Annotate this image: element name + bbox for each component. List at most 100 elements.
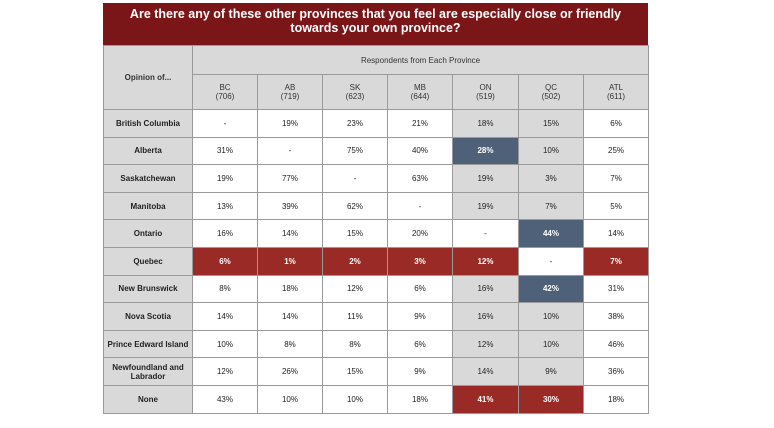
table-cell: 18%	[452, 109, 519, 138]
column-sample-size: (623)	[345, 92, 365, 101]
table-cell: 14%	[452, 357, 519, 386]
table-cell: 15%	[518, 109, 584, 138]
table-cell: 7%	[518, 191, 584, 221]
table-cell: 5%	[582, 191, 650, 221]
table-cell: 19%	[257, 109, 323, 138]
table-cell: 3%	[518, 164, 584, 193]
title-line-1: Are there any of these other provinces t…	[129, 7, 622, 21]
column-code: BC	[219, 83, 231, 92]
table-cell: 75%	[322, 136, 388, 166]
table-row: Quebec 6% 1% 2% 3% 12% -7%	[103, 246, 650, 276]
table-cell: 14%	[192, 302, 258, 331]
column-header-row: BC (706) AB (719) SK (623) MB (644) ON (519) QC (50…	[104, 74, 650, 110]
table-cell: 30%	[518, 384, 584, 414]
table-row: Nova Scotia 14% 14% 11% 9% 16% 10% 38%	[103, 302, 650, 331]
table-cell: 12%	[322, 274, 388, 304]
table-cell: -	[387, 191, 453, 221]
table-cell: 8%	[257, 329, 323, 359]
table-cell: 8%	[322, 329, 388, 359]
table-cell: 43%	[192, 384, 258, 414]
table-cell: 12%	[452, 246, 519, 276]
table-row: Saskatchewan 19% 77% -63% 19% 3% 7%	[103, 164, 650, 193]
table-cell: 39%	[257, 191, 323, 221]
column-header-sk: SK (623)	[322, 74, 388, 110]
column-sample-size: (611)	[606, 92, 626, 101]
table-cell: 46%	[582, 329, 650, 359]
row-label: British Columbia	[103, 109, 193, 138]
table-cell: 25%	[582, 136, 650, 166]
table-cell: 12%	[192, 357, 258, 386]
table-cell: 19%	[452, 164, 519, 193]
table-cell: 14%	[257, 302, 323, 331]
table-cell: 63%	[387, 164, 453, 193]
row-label: Quebec	[103, 246, 193, 276]
column-code: MB	[414, 83, 426, 92]
row-label: Saskatchewan	[103, 164, 193, 193]
column-header-qc: QC (502)	[518, 74, 584, 110]
row-label: Prince Edward Island	[103, 329, 193, 359]
column-code: QC	[545, 83, 557, 92]
table-cell: 9%	[387, 357, 453, 386]
table-cell: -	[192, 109, 258, 138]
table-row: Ontario 16% 14% 15% 20% -44% 14%	[103, 219, 650, 248]
slide: Are there any of these other provinces t…	[103, 3, 650, 414]
column-sample-size: (644)	[410, 92, 430, 101]
table-cell: -	[322, 164, 388, 193]
table-row: New Brunswick 8% 18% 12% 6% 16% 42% 31%	[103, 274, 650, 304]
table-cell: 36%	[582, 357, 650, 386]
table-row: Alberta 31% -75% 40% 28% 10% 25%	[103, 136, 650, 166]
table-cell: 18%	[582, 384, 650, 414]
table-cell: 15%	[322, 219, 388, 248]
column-header-atl: ATL (611)	[582, 74, 650, 110]
table-cell: 38%	[582, 302, 650, 331]
table-cell: 10%	[518, 136, 584, 166]
table-cell: 44%	[518, 219, 584, 248]
table-cell: 6%	[387, 274, 453, 304]
table-row: British Columbia -19% 23% 21% 18% 15% 6%	[103, 109, 650, 138]
row-label: New Brunswick	[103, 274, 193, 304]
table-cell: 2%	[322, 246, 388, 276]
title-line-2: towards your own province?	[290, 21, 461, 35]
row-label: Nova Scotia	[103, 302, 193, 331]
column-code: AB	[284, 83, 296, 92]
table-cell: 14%	[582, 219, 650, 248]
row-label: Alberta	[103, 136, 193, 166]
table-cell: 62%	[322, 191, 388, 221]
table-cell: 21%	[387, 109, 453, 138]
table-cell: 18%	[257, 274, 323, 304]
table-cell: 6%	[192, 246, 258, 276]
table-cell: 8%	[192, 274, 258, 304]
table-cell: 16%	[192, 219, 258, 248]
results-table: Opinion of... Respondents from Each Prov…	[103, 45, 650, 414]
table-cell: 77%	[257, 164, 323, 193]
column-sample-size: (519)	[476, 92, 495, 101]
table-cell: 6%	[582, 109, 650, 138]
table-cell: 40%	[387, 136, 453, 166]
column-code: SK	[349, 83, 361, 92]
table-cell: 10%	[257, 384, 323, 414]
table-cell: 28%	[452, 136, 519, 166]
group-header: Respondents from Each Province	[191, 45, 650, 75]
column-header-mb: MB (644)	[387, 74, 453, 110]
table-cell: 26%	[257, 357, 323, 386]
table-cell: 3%	[387, 246, 453, 276]
table-cell: 13%	[192, 191, 258, 221]
table-cell: 20%	[387, 219, 453, 248]
table-cell: 9%	[387, 302, 453, 331]
table-cell: 31%	[582, 274, 650, 304]
table-cell: 41%	[452, 384, 519, 414]
table-cell: 12%	[452, 329, 519, 359]
table-cell: 10%	[518, 329, 584, 359]
column-sample-size: (719)	[280, 92, 300, 101]
table-cell: 7%	[582, 246, 650, 276]
corner-label: Opinion of...	[103, 45, 193, 110]
table-cell: 16%	[452, 274, 519, 304]
row-label: Newfoundland and Labrador	[103, 357, 193, 386]
table-cell: -	[257, 136, 323, 166]
table-cell: 42%	[518, 274, 584, 304]
table-cell: 19%	[452, 191, 519, 221]
table-cell: 15%	[322, 357, 388, 386]
table-cell: -	[452, 219, 519, 248]
column-sample-size: (706)	[215, 92, 235, 101]
table-cell: 19%	[192, 164, 258, 193]
